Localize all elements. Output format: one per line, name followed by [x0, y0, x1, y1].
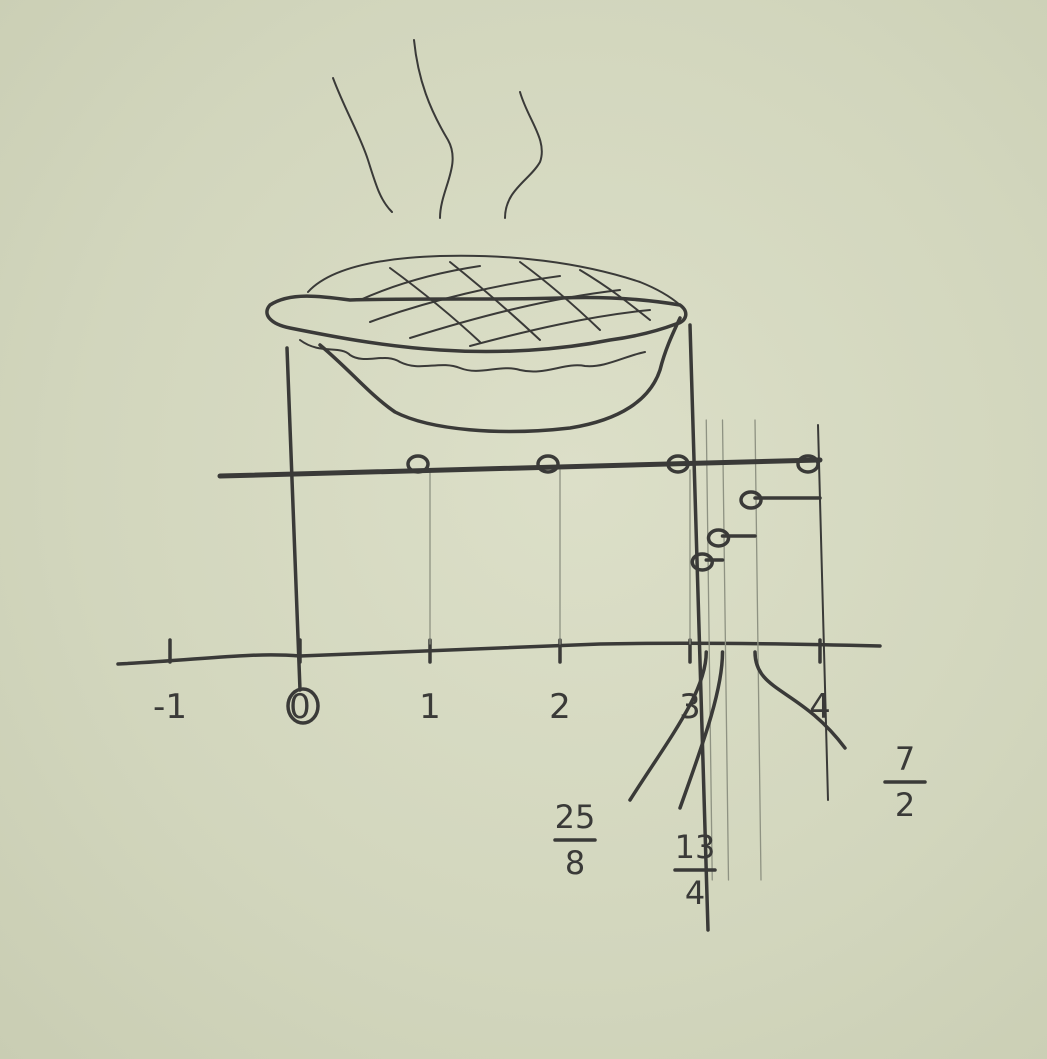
tick-label: 2: [549, 687, 571, 727]
fraction-guide: [721, 419, 730, 881]
jump-mark-circle: [406, 454, 430, 474]
steam-line: [413, 39, 454, 219]
fraction-guide: [705, 419, 713, 881]
fraction-numerator: 25: [555, 798, 596, 836]
fraction-denominator: 2: [895, 786, 915, 824]
number-line-ticks: -1 0 1 2 3 4: [153, 638, 831, 727]
pie-top-crust: [307, 254, 681, 306]
jump-mark-circle: [706, 528, 731, 548]
pie-drawing: [265, 254, 688, 434]
fraction-guide: [754, 419, 762, 881]
fraction-pointer-line: [678, 650, 725, 810]
tick-label: -1: [153, 687, 187, 727]
fraction-pointer-line: [628, 650, 708, 802]
four-guide: [817, 424, 829, 801]
fraction-numerator: 7: [895, 740, 915, 778]
pie-right-guide: [688, 323, 710, 932]
jump-segment: [217, 457, 823, 479]
pie-dish: [318, 316, 682, 434]
steam-lines: [332, 39, 543, 219]
jump-mark-circle: [666, 454, 690, 474]
fraction-denominator: 4: [685, 874, 705, 912]
fraction-labels: 25 8 13 4 7 2: [553, 650, 927, 912]
fraction-numerator: 13: [675, 828, 716, 866]
number-line-axis: [116, 641, 882, 666]
pie-crust-ruffle: [299, 339, 646, 373]
tick-label: 0: [289, 687, 311, 727]
steam-line: [332, 77, 393, 213]
fraction-denominator: 8: [565, 844, 585, 882]
pie-left-guide: [285, 346, 302, 692]
fraction-pointer-line: [753, 650, 847, 750]
pie-crust-edge: [265, 294, 688, 354]
jump-mark-circle: [796, 454, 820, 474]
zero-emphasis-circle: [286, 687, 320, 725]
jump-mark-circle: [536, 454, 560, 474]
tick-label: 1: [419, 687, 441, 727]
jump-mark-circle: [739, 490, 763, 510]
pie-lattice: [359, 261, 651, 347]
steam-line: [504, 91, 543, 219]
jump-mark-circle: [690, 552, 714, 572]
jump-rows: [217, 454, 823, 572]
